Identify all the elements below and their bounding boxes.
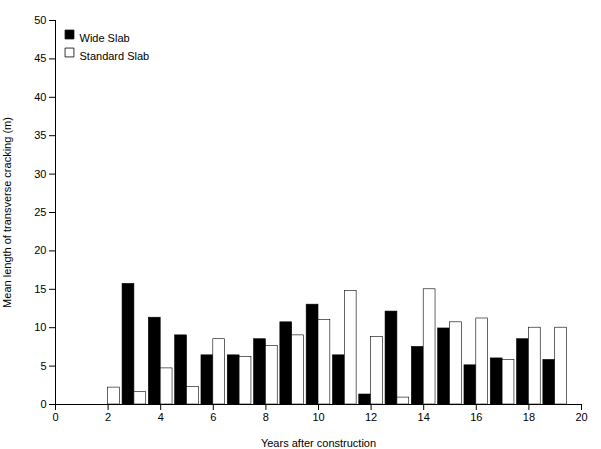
svg-text:35: 35 — [34, 129, 46, 141]
svg-text:5: 5 — [40, 360, 46, 372]
svg-text:14: 14 — [418, 411, 430, 423]
svg-text:10: 10 — [312, 411, 324, 423]
svg-text:15: 15 — [34, 283, 46, 295]
svg-text:4: 4 — [158, 411, 164, 423]
svg-text:6: 6 — [210, 411, 216, 423]
svg-text:Years after construction: Years after construction — [261, 437, 376, 449]
svg-text:12: 12 — [365, 411, 377, 423]
svg-text:25: 25 — [34, 206, 46, 218]
svg-text:50: 50 — [34, 14, 46, 26]
svg-text:20: 20 — [575, 411, 587, 423]
svg-text:8: 8 — [263, 411, 269, 423]
svg-text:Standard Slab: Standard Slab — [80, 50, 150, 62]
svg-text:Mean length of transverse crac: Mean length of transverse cracking (m) — [1, 117, 13, 308]
svg-text:18: 18 — [523, 411, 535, 423]
svg-text:30: 30 — [34, 168, 46, 180]
svg-text:40: 40 — [34, 91, 46, 103]
svg-text:45: 45 — [34, 52, 46, 64]
svg-text:0: 0 — [40, 398, 46, 410]
svg-text:2: 2 — [105, 411, 111, 423]
svg-text:20: 20 — [34, 244, 46, 256]
svg-text:16: 16 — [470, 411, 482, 423]
svg-text:Wide Slab: Wide Slab — [80, 32, 130, 44]
svg-text:0: 0 — [52, 411, 58, 423]
svg-text:10: 10 — [34, 321, 46, 333]
